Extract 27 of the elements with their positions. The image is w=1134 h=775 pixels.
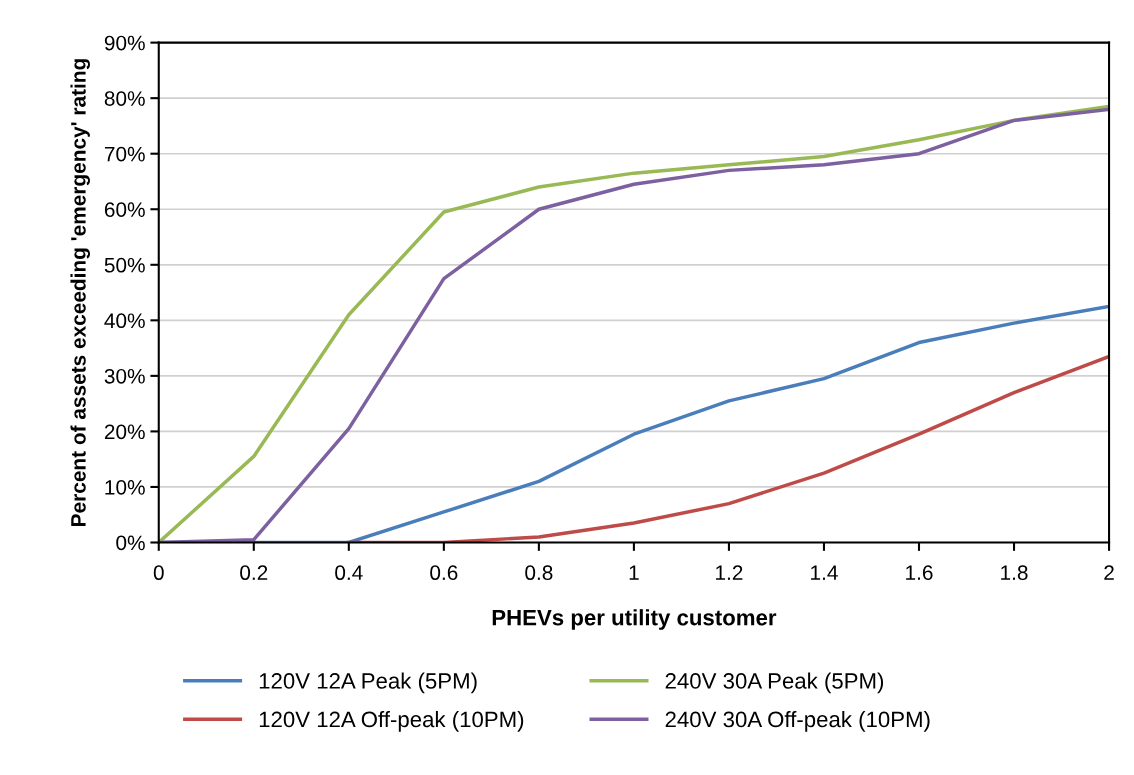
x-tick-label: 1.4 [811,565,838,580]
x-tick-label: 0.6 [430,565,458,581]
x-tick-label: 1.2 [716,565,743,580]
y-tick-label: 20% [104,424,145,440]
x-tick-label: 0.4 [335,565,363,581]
x-tick-label: 2 [1104,565,1114,580]
y-tick-label: 10% [105,479,145,495]
x-tick-label: 1 [629,565,639,580]
y-tick-label: 80% [104,91,145,106]
legend-label: 120V 12A Off-peak (10PM) [259,710,524,732]
y-tick-label: 90% [104,35,145,51]
y-tick-label: 60% [104,202,145,217]
y-tick-label: 70% [104,146,145,162]
x-tick-label: 0.2 [240,565,268,581]
x-tick-label: 1.8 [1001,565,1028,581]
x-axis-title: PHEVs per utility customer [492,609,777,630]
x-tick-label: 1.6 [906,565,933,581]
x-tick-label: 0 [153,565,164,581]
y-tick-label: 40% [104,313,145,329]
x-tick-label: 0.8 [525,565,553,581]
y-axis-title: Percent of assets exceeding 'emergency' rating [70,59,90,526]
y-tick-label: 50% [104,257,145,273]
y-tick-label: 30% [104,368,145,384]
legend-label: 120V 12A Peak (5PM) [259,672,477,694]
legend-label: 240V 30A Peak (5PM) [665,672,884,694]
legend-label: 240V 30A Off-peak (10PM) [665,710,930,732]
y-tick-label: 0% [116,535,145,551]
